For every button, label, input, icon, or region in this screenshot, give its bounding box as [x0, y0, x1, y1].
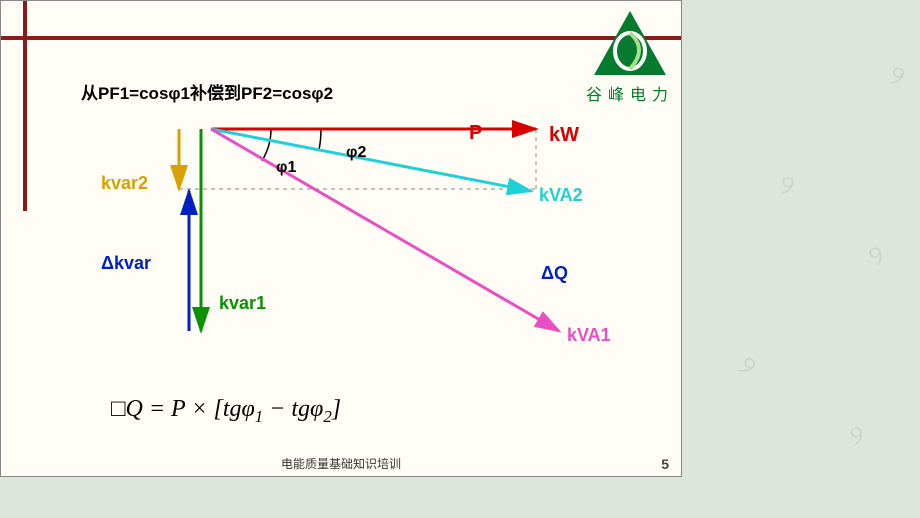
- vector-diagram: PkW kVA2 kVA1 kvar1 kvar2 Δkvar ΔQ φ1 φ2: [81, 111, 641, 371]
- slide-card: 从PF1=cosφ1补偿到PF2=cosφ2 谷峰电力: [0, 0, 682, 477]
- company-logo: 谷峰电力: [586, 9, 674, 105]
- page-background: ୨୨୨୨୨ 从PF1=cosφ1补偿到PF2=cosφ2 谷峰电力: [0, 0, 920, 518]
- svg-text:φ1: φ1: [276, 159, 296, 176]
- svg-text:kvar1: kvar1: [219, 293, 266, 313]
- svg-text:kVA1: kVA1: [567, 325, 611, 345]
- decorative-line-vertical: [23, 1, 27, 211]
- svg-text:kvar2: kvar2: [101, 173, 148, 193]
- svg-text:φ2: φ2: [346, 144, 366, 161]
- logo-triangle-icon: [590, 9, 670, 79]
- slide-title: 从PF1=cosφ1补偿到PF2=cosφ2: [81, 79, 333, 104]
- svg-text:P: P: [469, 122, 482, 144]
- page-number: 5: [661, 456, 669, 472]
- svg-text:kVA2: kVA2: [539, 185, 583, 205]
- logo-text: 谷峰电力: [586, 81, 674, 105]
- svg-text:ΔQ: ΔQ: [541, 263, 568, 283]
- footer-text: 电能质量基础知识培训: [1, 455, 681, 472]
- svg-text:Δkvar: Δkvar: [101, 253, 151, 273]
- decorative-line-horizontal: [1, 36, 681, 40]
- svg-text:kW: kW: [549, 124, 579, 146]
- formula-text: □Q = P × [tgφ1 − tgφ2]: [111, 396, 341, 427]
